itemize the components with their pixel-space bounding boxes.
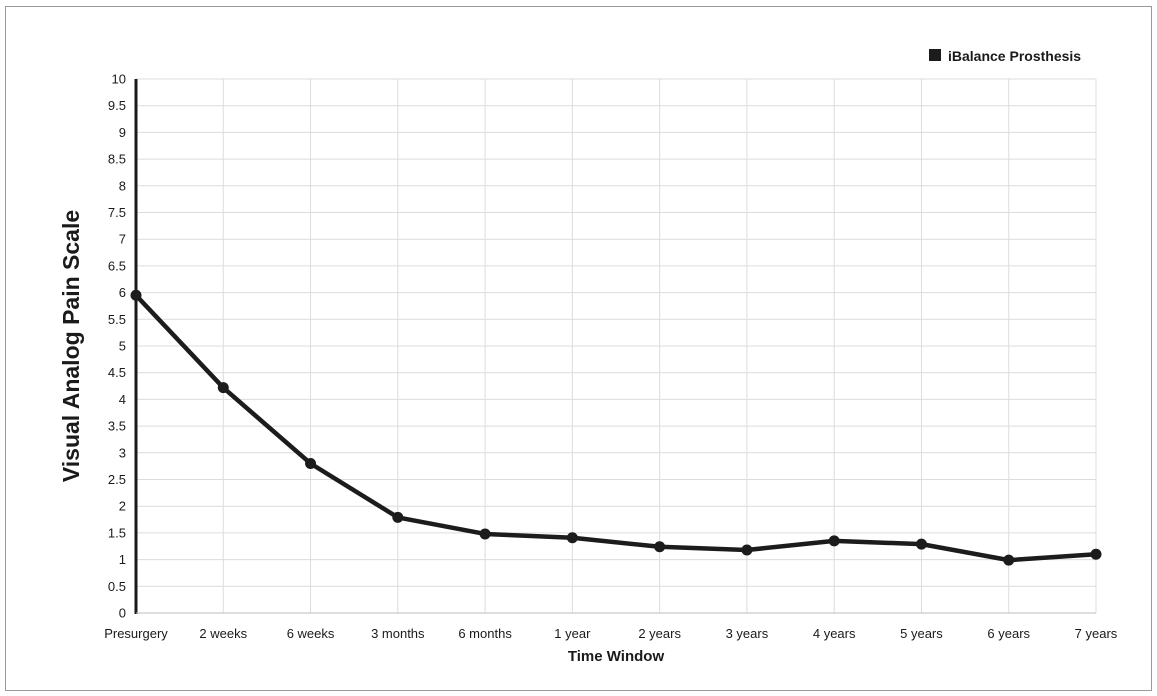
grid-lines xyxy=(136,78,1097,613)
y-tick-label: 4.5 xyxy=(108,365,126,380)
x-tick-label: 6 years xyxy=(987,626,1030,641)
y-tick-label: 3 xyxy=(119,445,126,460)
data-point xyxy=(392,511,404,523)
y-tick-label: 6.5 xyxy=(108,258,126,273)
data-point xyxy=(828,535,840,547)
data-point xyxy=(305,457,317,469)
y-tick-label: 2 xyxy=(119,499,126,514)
x-tick-label: 2 weeks xyxy=(199,626,247,641)
data-point xyxy=(217,382,229,394)
y-tick-label: 1 xyxy=(119,552,126,567)
legend-swatch xyxy=(929,49,941,61)
x-tick-label: 7 years xyxy=(1075,626,1118,641)
data-point xyxy=(654,541,666,553)
y-tick-label: 5 xyxy=(119,339,126,354)
data-point xyxy=(741,544,753,556)
data-point xyxy=(130,289,142,301)
legend-label: iBalance Prosthesis xyxy=(948,48,1081,64)
axes xyxy=(134,79,1096,614)
y-tick-label: 0 xyxy=(119,606,126,621)
y-tick-label: 9.5 xyxy=(108,98,126,113)
y-tick-label: 2.5 xyxy=(108,472,126,487)
x-tick-label: 3 months xyxy=(371,626,425,641)
y-tick-label: 0.5 xyxy=(108,579,126,594)
y-tick-label: 4 xyxy=(119,392,126,407)
x-tick-label: 4 years xyxy=(813,626,856,641)
x-tick-label: 6 months xyxy=(458,626,512,641)
data-point xyxy=(566,532,578,544)
y-tick-label: 7.5 xyxy=(108,205,126,220)
y-tick-label: 6 xyxy=(119,285,126,300)
data-point xyxy=(1003,554,1015,566)
legend: iBalance Prosthesis xyxy=(929,48,1081,64)
y-tick-label: 1.5 xyxy=(108,525,126,540)
x-axis-title: Time Window xyxy=(568,648,665,665)
series-lines xyxy=(133,293,1099,563)
y-tick-label: 8 xyxy=(119,178,126,193)
x-tick-labels: Presurgery 2 weeks 6 weeks 3 months 6 months… xyxy=(104,626,1118,641)
y-tick-label: 9 xyxy=(119,125,126,140)
data-points xyxy=(130,289,1102,566)
y-axis-title: Visual Analog Pain Scale xyxy=(58,210,84,482)
data-point xyxy=(915,538,927,550)
y-tick-label: 7 xyxy=(119,232,126,247)
y-tick-labels: 0 0.5 1 1.5 2 2.5 3 3.5 4 4.5 5 5.5 6 6.5 7 7.5 8 8.5 9 9.5… xyxy=(108,72,126,621)
x-tick-label: 1 year xyxy=(554,626,591,641)
x-tick-label: Presurgery xyxy=(104,626,168,641)
series-line xyxy=(133,293,1099,563)
data-point xyxy=(1090,548,1102,560)
x-tick-label: 6 weeks xyxy=(287,626,335,641)
x-tick-label: 3 years xyxy=(726,626,769,641)
y-tick-label: 3.5 xyxy=(108,419,126,434)
data-point xyxy=(479,528,491,540)
chart-frame xyxy=(5,6,1152,691)
y-tick-label: 10 xyxy=(112,72,126,87)
x-tick-label: 5 years xyxy=(900,626,943,641)
x-tick-label: 2 years xyxy=(638,626,681,641)
y-tick-label: 5.5 xyxy=(108,312,126,327)
y-tick-label: 8.5 xyxy=(108,152,126,167)
